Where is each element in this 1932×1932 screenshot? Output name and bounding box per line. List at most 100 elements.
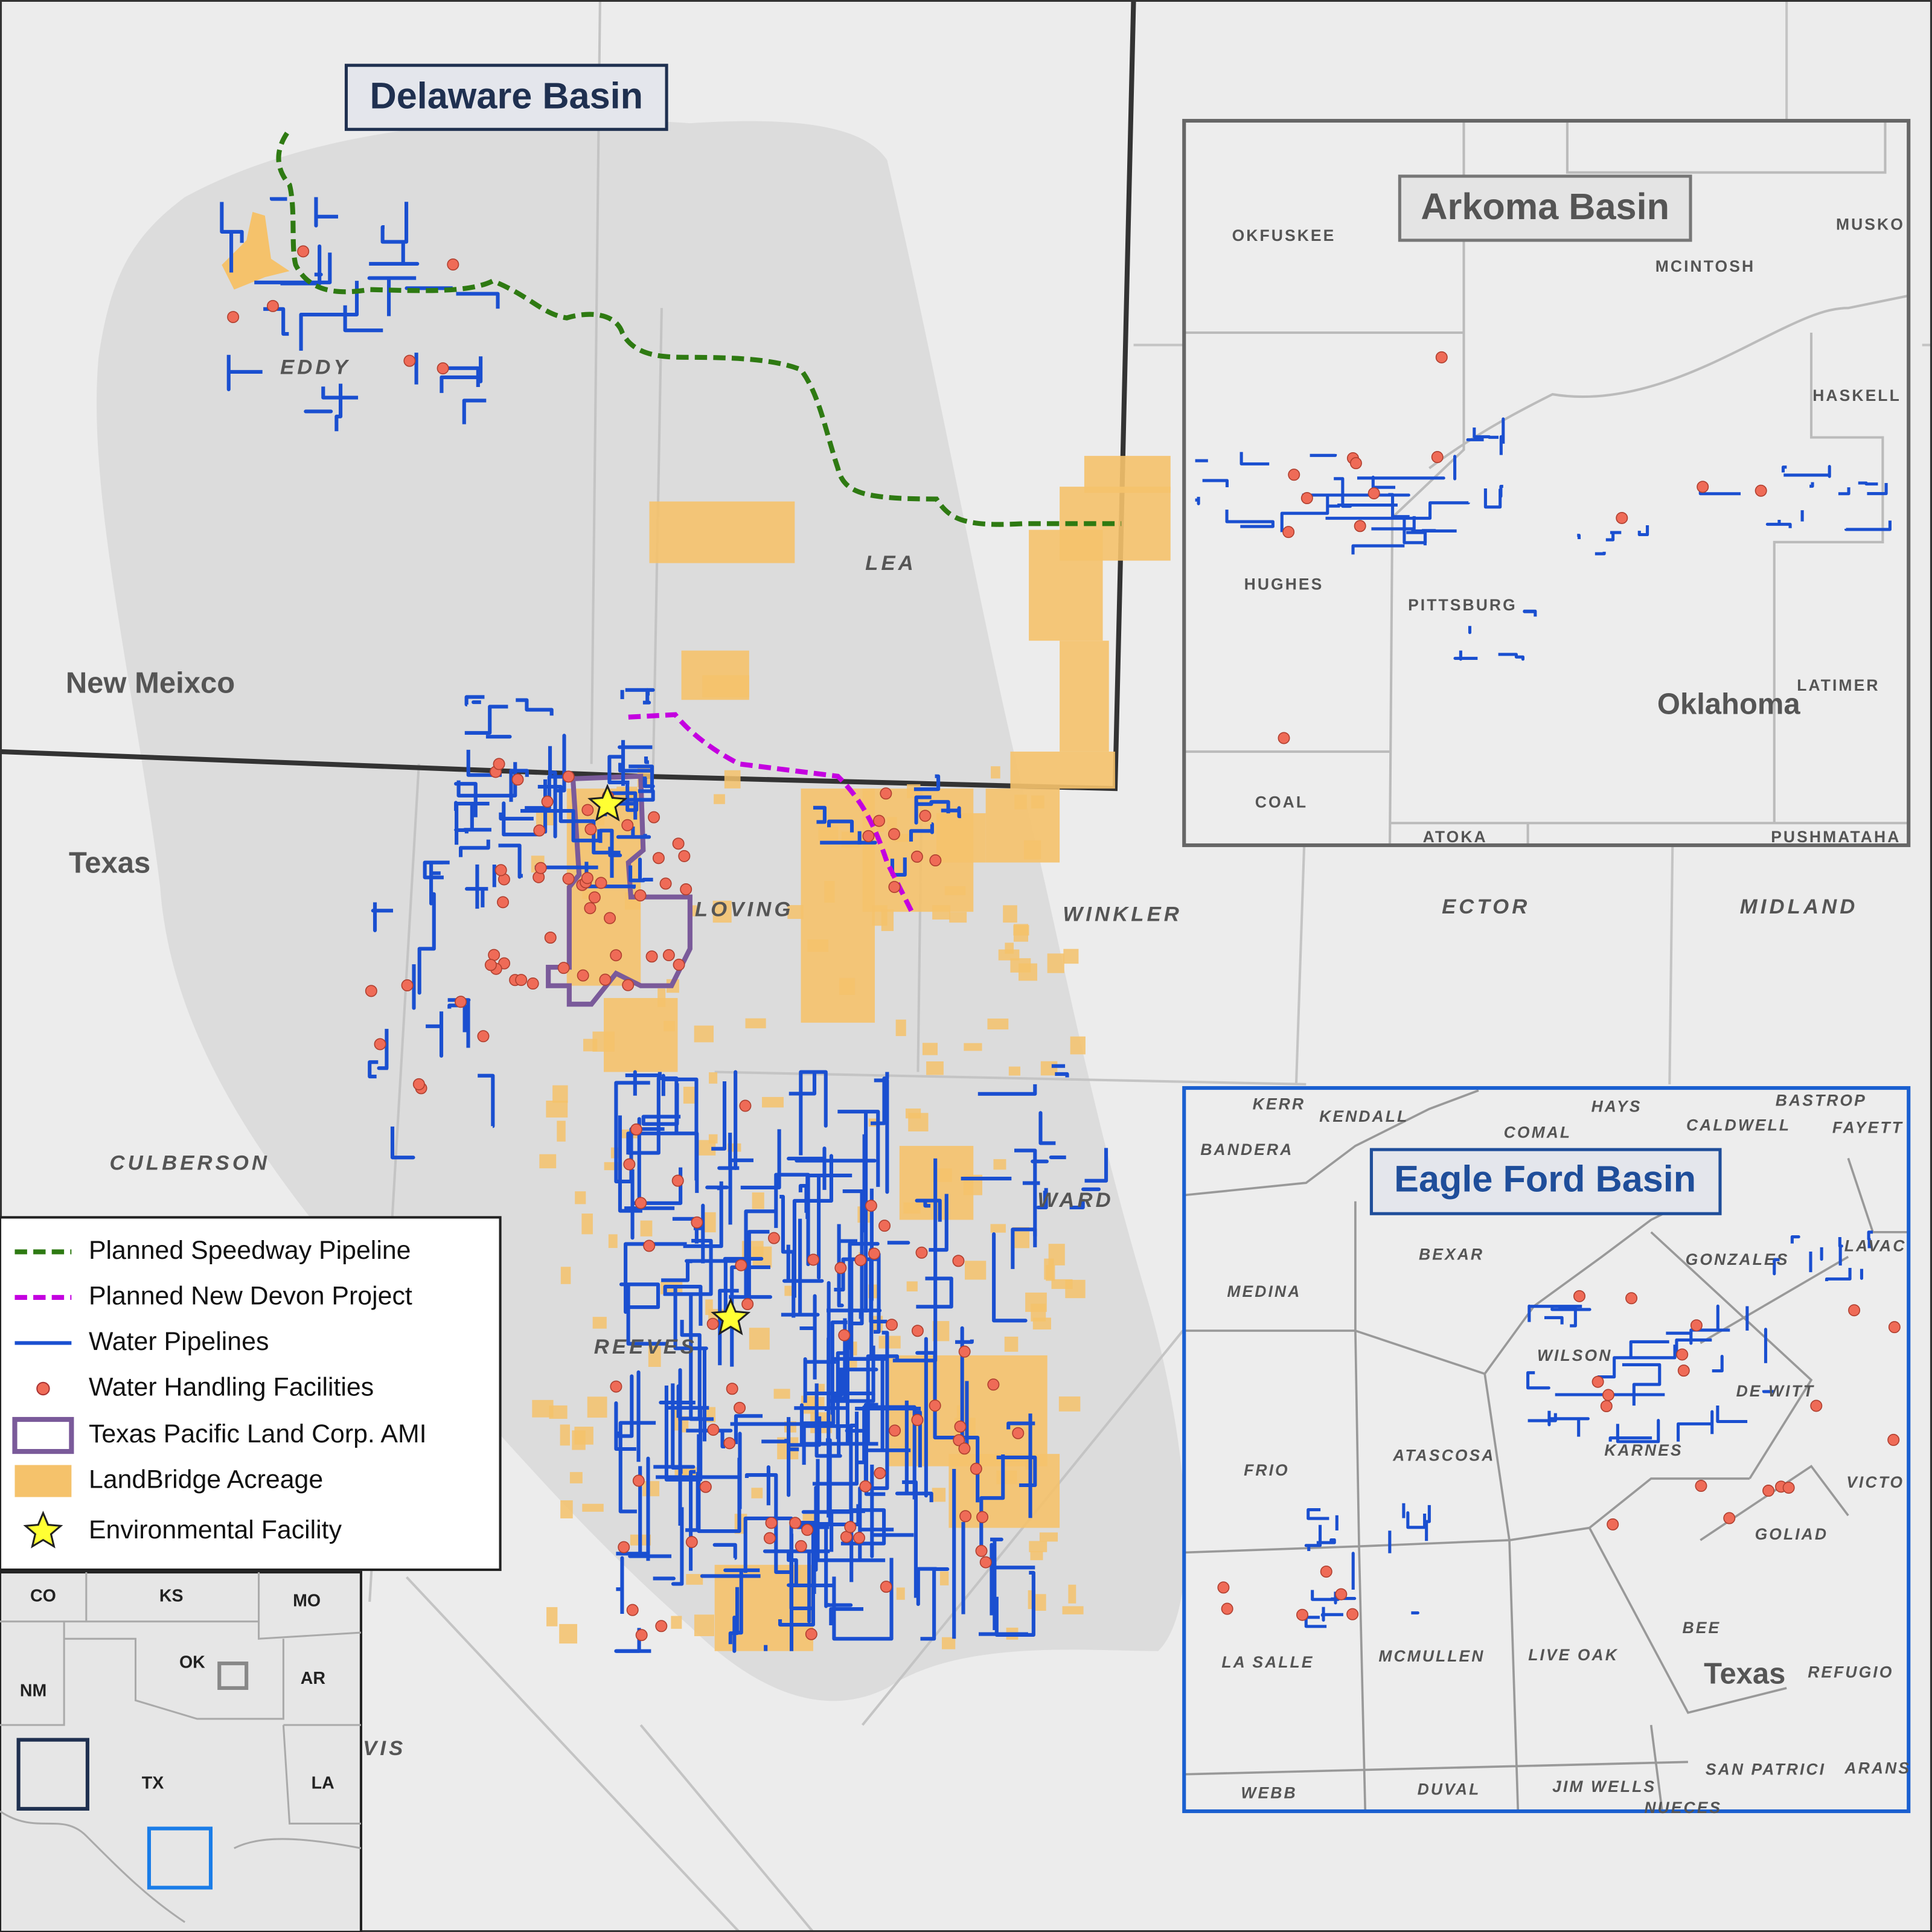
acreage-block <box>604 998 678 1072</box>
acreage-block <box>649 501 795 563</box>
pipeline <box>902 1480 918 1598</box>
county-label: LOVING <box>695 898 794 921</box>
facility <box>227 311 240 324</box>
pipeline <box>456 762 517 798</box>
pipeline <box>629 764 654 793</box>
acreage-block <box>1004 1336 1019 1352</box>
facility <box>1782 1482 1795 1494</box>
pipeline <box>990 1537 1003 1630</box>
eagle-ford-inset: Eagle Ford Basin Texas <box>1182 1086 1911 1814</box>
pipeline <box>1084 1148 1108 1183</box>
facility <box>915 1246 928 1259</box>
acreage-block <box>1060 641 1109 752</box>
pipeline <box>1773 1258 1780 1276</box>
facility <box>621 819 634 831</box>
acreage-block <box>1025 1292 1047 1312</box>
facility <box>854 1254 867 1267</box>
pipeline <box>1371 475 1396 497</box>
acreage-block <box>848 1358 857 1370</box>
pipeline <box>447 366 480 388</box>
pipeline <box>829 1607 864 1626</box>
pipeline <box>994 1570 1035 1637</box>
acreage-block <box>903 1202 921 1214</box>
facility <box>635 1197 647 1209</box>
legend-label: Water Handling Facilities <box>89 1372 374 1401</box>
pipeline <box>720 1429 726 1448</box>
pipeline <box>525 746 568 810</box>
pipeline <box>661 1259 693 1282</box>
pipeline <box>1310 453 1337 457</box>
facility <box>888 881 901 894</box>
acreage-block <box>773 1389 790 1399</box>
pipeline <box>1867 483 1888 496</box>
county-label: BANDERA <box>1200 1140 1293 1159</box>
pipeline <box>916 1276 953 1309</box>
legend-label: Environmental Facility <box>89 1515 342 1544</box>
pipeline <box>1498 653 1524 661</box>
acreage-block <box>881 909 894 932</box>
facility <box>403 354 416 367</box>
pipeline <box>1781 465 1787 473</box>
facility <box>844 1521 857 1534</box>
county-label: ATASCOSA <box>1392 1446 1495 1464</box>
facility <box>618 1541 630 1553</box>
acreage-block <box>752 1192 764 1209</box>
pipeline <box>792 1154 834 1298</box>
pipeline <box>728 1587 740 1645</box>
acreage-block <box>932 1488 946 1502</box>
pipeline <box>730 1265 770 1367</box>
pipeline <box>740 1129 781 1189</box>
acreage-block <box>807 939 828 952</box>
title-box <box>1398 174 1692 242</box>
pipeline <box>1038 1111 1056 1145</box>
pipeline <box>1036 1188 1048 1210</box>
county-label: HASKELL <box>1812 386 1901 405</box>
legend-label: LandBridge Acreage <box>89 1465 323 1494</box>
locator-background <box>0 1571 362 1932</box>
pipeline <box>1006 1421 1035 1430</box>
acreage-block <box>745 1018 766 1029</box>
pipeline <box>429 860 450 906</box>
pipeline <box>426 1011 444 1058</box>
environmental-facility <box>587 784 628 822</box>
pipeline <box>914 795 932 825</box>
facility <box>976 1511 989 1523</box>
pipeline <box>916 1567 938 1607</box>
acreage-block <box>640 1220 653 1236</box>
facility <box>497 896 510 909</box>
pipeline <box>616 1456 650 1561</box>
pipeline <box>390 1126 415 1160</box>
facility <box>1367 487 1380 500</box>
pipeline <box>747 1230 770 1306</box>
acreage-block <box>932 1168 952 1182</box>
pipeline <box>1311 1590 1340 1601</box>
county-label: KENDALL <box>1319 1107 1409 1125</box>
facility <box>707 1424 720 1436</box>
facility <box>635 1629 648 1642</box>
acreage-block <box>996 1470 1017 1485</box>
acreage-block <box>546 1607 558 1627</box>
facility <box>680 883 693 895</box>
pipeline <box>712 1543 737 1560</box>
county-label: WINKLER <box>1063 903 1182 926</box>
facility <box>655 1620 668 1633</box>
acreage-block <box>657 988 666 1007</box>
pipeline <box>705 1185 729 1191</box>
facility <box>610 949 622 962</box>
pipeline <box>832 1558 894 1641</box>
pipeline <box>1838 1236 1843 1266</box>
acreage-block <box>906 1281 918 1291</box>
inset-frame <box>1182 1086 1911 1814</box>
facility <box>365 985 377 997</box>
acreage-block <box>557 1121 566 1142</box>
pipeline <box>607 755 630 784</box>
pipeline <box>787 1550 798 1587</box>
facility <box>533 824 546 837</box>
pipeline <box>915 1410 922 1468</box>
pipeline <box>1473 427 1499 439</box>
facility <box>544 931 557 944</box>
facility <box>1762 1485 1775 1497</box>
pipeline <box>1014 1148 1037 1247</box>
devon-project <box>628 712 914 913</box>
county-label: BEXAR <box>1419 1246 1484 1264</box>
